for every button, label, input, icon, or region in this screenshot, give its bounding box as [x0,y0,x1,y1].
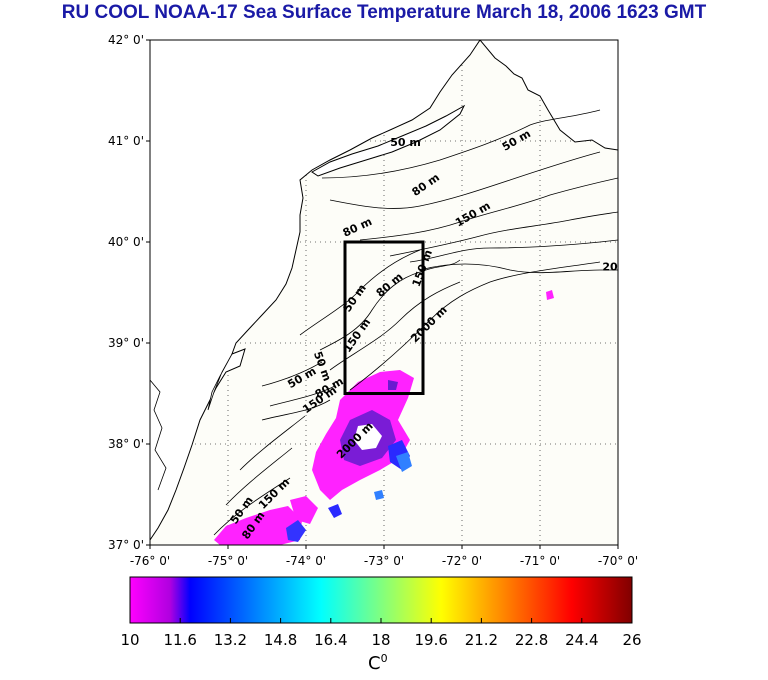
colorbar-tick-label: 10 [120,631,139,649]
contour-label: 50 m [390,136,421,149]
colorbar-tick-label: 13.2 [214,631,247,649]
land-mass [150,40,481,541]
bathymetry-contours [213,109,618,536]
sst-patches [214,290,554,545]
lon-axis: -76° 0' -75° 0' -74° 0' -73° 0' -72° 0' -71° … [130,545,638,568]
lat-axis: 37° 0' 38° 0' 39° 0' 40° 0' 41° 0' 42° 0' [108,33,150,552]
lon-tick-label: -72° 0' [442,554,482,568]
lon-tick-label: -70° 0' [598,554,638,568]
colorbar-tick-label: 24.4 [565,631,598,649]
page-title: RU COOL NOAA-17 Sea Surface Temperature … [61,2,707,23]
lon-tick-label: -71° 0' [520,554,560,568]
lat-tick-label: 40° 0' [108,235,144,249]
long-island [311,104,466,177]
lon-tick-label: -73° 0' [364,554,404,568]
colorbar-tick-label: 11.6 [163,631,196,649]
chesapeake-coast [150,379,167,491]
study-area-box [343,240,425,395]
colorbar [129,576,633,624]
contour-label: 2000 [602,260,633,273]
new-england-coast [479,40,618,151]
colorbar-ticks: 10 11.6 13.2 14.8 16.4 18 19.6 21.2 22.8 24.4 26 [120,618,642,649]
lon-tick-label: -76° 0' [130,554,170,568]
lat-tick-label: 39° 0' [108,336,144,350]
lat-tick-label: 42° 0' [108,33,144,47]
colorbar-tick-label: 21.2 [465,631,498,649]
lat-tick-label: 37° 0' [108,538,144,552]
delaware-bay [207,353,233,411]
colorbar-tick-label: 18 [371,631,390,649]
colorbar-tick-label: 14.8 [264,631,297,649]
colorbar-tick-label: 22.8 [515,631,548,649]
colorbar-tick-label: 19.6 [414,631,447,649]
lon-tick-label: -74° 0' [286,554,326,568]
lon-tick-label: -75° 0' [208,554,248,568]
colorbar-tick-label: 26 [622,631,641,649]
colorbar-unit-label: C0 [368,652,388,674]
lat-tick-label: 41° 0' [108,134,144,148]
lat-tick-label: 38° 0' [108,437,144,451]
colorbar-tick-label: 16.4 [314,631,347,649]
